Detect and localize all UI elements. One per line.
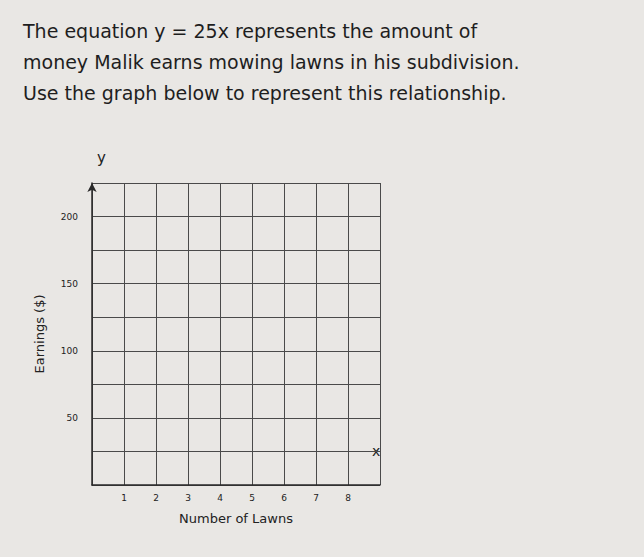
svg-text:Number of Lawns: Number of Lawns xyxy=(179,511,293,526)
svg-text:x: x xyxy=(372,443,381,459)
svg-text:50: 50 xyxy=(67,413,79,423)
svg-text:y: y xyxy=(97,149,106,167)
svg-text:The equation y = 25x represent: The equation y = 25x represents the amou… xyxy=(22,20,478,42)
svg-text:money Malik earns mowing lawns: money Malik earns mowing lawns in his su… xyxy=(23,51,519,73)
svg-text:100: 100 xyxy=(61,346,78,356)
svg-text:Earnings ($): Earnings ($) xyxy=(32,295,47,374)
svg-text:Use the graph below to represe: Use the graph below to represent this re… xyxy=(23,82,507,104)
svg-text:7: 7 xyxy=(313,493,319,503)
svg-text:2: 2 xyxy=(153,493,159,503)
svg-text:1: 1 xyxy=(121,493,127,503)
svg-text:150: 150 xyxy=(61,279,78,289)
svg-text:6: 6 xyxy=(281,493,287,503)
svg-text:5: 5 xyxy=(249,493,255,503)
svg-text:3: 3 xyxy=(185,493,191,503)
svg-text:200: 200 xyxy=(61,212,78,222)
svg-text:8: 8 xyxy=(345,493,351,503)
svg-text:4: 4 xyxy=(217,493,223,503)
